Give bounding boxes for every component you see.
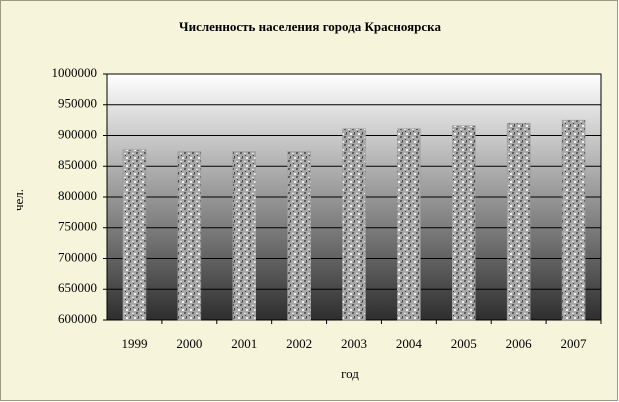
x-tick-label: 2002	[286, 336, 312, 351]
bar	[342, 128, 366, 321]
y-tick-label: 1000000	[52, 65, 98, 80]
x-tick-label: 2001	[231, 336, 257, 351]
y-axis-label: чел.	[11, 189, 26, 211]
bar	[397, 128, 421, 321]
y-tick-label: 950000	[58, 96, 97, 111]
bar	[452, 125, 476, 321]
y-tick-label: 800000	[58, 188, 97, 203]
bar	[506, 122, 531, 321]
bar	[232, 151, 256, 321]
y-tick-label: 900000	[58, 126, 97, 141]
x-tick-label: 2003	[341, 336, 367, 351]
bar	[561, 119, 586, 321]
y-tick-label: 650000	[58, 280, 97, 295]
chart-title: Численность населения города Красноярска	[179, 19, 441, 34]
bar	[287, 151, 311, 321]
y-tick-label: 750000	[58, 219, 97, 234]
bar	[122, 149, 147, 321]
bar	[177, 151, 202, 321]
y-tick-label: 700000	[58, 249, 97, 264]
x-tick-label: 2007	[561, 336, 588, 351]
x-tick-label: 2004	[396, 336, 423, 351]
x-tick-label: 2000	[176, 336, 202, 351]
x-tick-label: 2006	[506, 336, 533, 351]
x-tick-label: 2005	[451, 336, 477, 351]
x-axis-label: год	[341, 366, 359, 381]
y-tick-label: 850000	[58, 157, 97, 172]
y-tick-label: 600000	[58, 311, 97, 326]
x-tick-label: 1999	[121, 336, 147, 351]
